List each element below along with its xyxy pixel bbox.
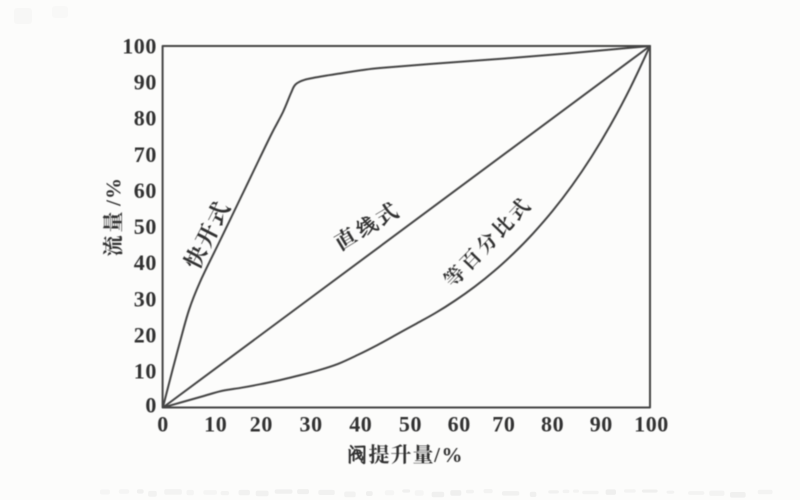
svg-text:70: 70 — [492, 412, 515, 437]
svg-text:0: 0 — [145, 392, 157, 417]
svg-text:90: 90 — [590, 412, 613, 437]
svg-text:80: 80 — [541, 412, 564, 437]
svg-text:0: 0 — [157, 412, 169, 437]
svg-text:/: / — [433, 443, 441, 467]
svg-text:100: 100 — [122, 33, 157, 58]
svg-text:80: 80 — [134, 106, 157, 131]
svg-text:%: % — [102, 178, 126, 199]
svg-text:30: 30 — [134, 286, 157, 311]
svg-text:70: 70 — [134, 142, 157, 167]
svg-text:%: % — [442, 443, 463, 467]
svg-text:60: 60 — [448, 412, 471, 437]
svg-text:40: 40 — [349, 412, 372, 437]
svg-text:60: 60 — [134, 178, 157, 203]
svg-text:/: / — [102, 199, 126, 207]
svg-text:50: 50 — [134, 214, 157, 239]
svg-text:50: 50 — [399, 412, 422, 437]
svg-text:10: 10 — [204, 412, 227, 437]
svg-text:100: 100 — [634, 412, 669, 437]
svg-text:40: 40 — [134, 250, 157, 275]
svg-text:90: 90 — [134, 69, 157, 94]
svg-text:20: 20 — [250, 412, 273, 437]
svg-text:20: 20 — [134, 323, 157, 348]
svg-text:10: 10 — [134, 359, 157, 384]
svg-text:30: 30 — [299, 412, 322, 437]
